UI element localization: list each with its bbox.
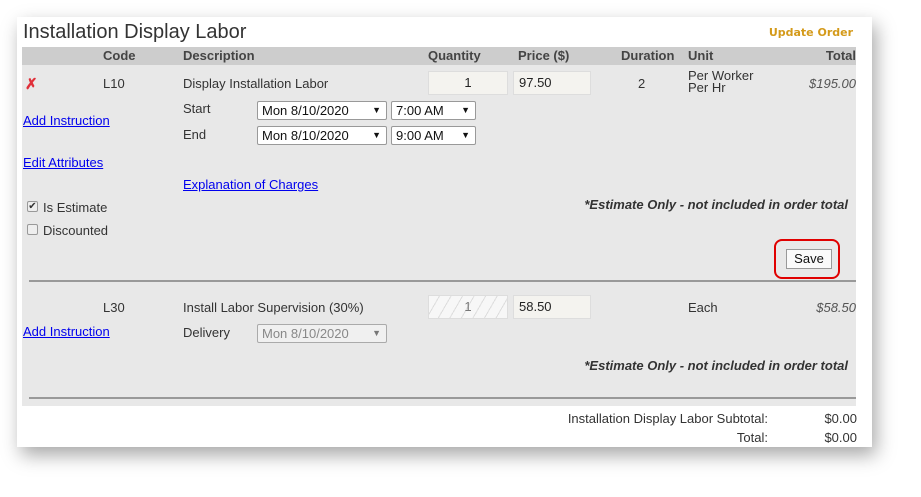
- section-title: Installation Display Labor: [23, 21, 247, 43]
- item-duration: 2: [638, 76, 646, 91]
- chevron-down-icon: ▼: [372, 328, 381, 338]
- col-duration: Duration: [621, 48, 675, 63]
- delivery-date-select[interactable]: Mon 8/10/2020 ▼: [257, 324, 387, 343]
- chevron-down-icon: ▼: [372, 105, 381, 115]
- item-description: Display Installation Labor: [183, 76, 329, 91]
- estimate-note: *Estimate Only - not included in order t…: [584, 197, 848, 212]
- item-total: $58.50: [816, 300, 856, 315]
- price-input[interactable]: 97.50: [513, 71, 591, 95]
- total-label: Total:: [736, 430, 768, 445]
- chevron-down-icon: ▼: [461, 105, 470, 115]
- price-input[interactable]: 58.50: [513, 295, 591, 319]
- delivery-label: Delivery: [183, 325, 230, 340]
- col-description: Description: [183, 48, 255, 63]
- explanation-of-charges-link[interactable]: Explanation of Charges: [183, 177, 319, 192]
- row-divider: [29, 397, 856, 399]
- item-total: $195.00: [809, 76, 856, 91]
- item-code: L10: [103, 76, 125, 91]
- update-order-link[interactable]: Update Order: [768, 26, 853, 39]
- discounted-checkbox[interactable]: [27, 224, 38, 235]
- save-highlight: [774, 239, 840, 279]
- item-unit: Per Worker Per Hr: [688, 68, 754, 95]
- col-code: Code: [103, 48, 136, 63]
- chevron-down-icon: ▼: [372, 130, 381, 140]
- start-date-select[interactable]: Mon 8/10/2020 ▼: [257, 101, 387, 120]
- row-divider: [29, 280, 856, 282]
- col-total: Total: [825, 48, 856, 63]
- item-description: Install Labor Supervision (30%): [183, 300, 364, 315]
- table-header: [22, 47, 856, 65]
- quantity-input-disabled: 1: [428, 295, 508, 319]
- delete-icon[interactable]: ✗: [25, 76, 38, 93]
- col-quantity: Quantity: [428, 48, 481, 63]
- chevron-down-icon: ▼: [461, 130, 470, 140]
- add-instruction-link[interactable]: Add Instruction: [23, 113, 110, 128]
- col-price: Price ($): [518, 48, 570, 63]
- total-value: $0.00: [824, 430, 857, 445]
- estimate-note: *Estimate Only - not included in order t…: [584, 358, 848, 373]
- start-time-select[interactable]: 7:00 AM ▼: [391, 101, 476, 120]
- end-date-select[interactable]: Mon 8/10/2020 ▼: [257, 126, 387, 145]
- is-estimate-label: Is Estimate: [43, 200, 108, 215]
- subtotal-value: $0.00: [824, 411, 857, 426]
- edit-attributes-link[interactable]: Edit Attributes: [23, 155, 104, 170]
- quantity-input[interactable]: 1: [428, 71, 508, 95]
- subtotal-label: Installation Display Labor Subtotal:: [567, 411, 768, 426]
- is-estimate-checkbox[interactable]: ✔: [27, 201, 38, 212]
- item-unit: Each: [688, 300, 718, 315]
- end-time-select[interactable]: 9:00 AM ▼: [391, 126, 476, 145]
- item-code: L30: [103, 300, 125, 315]
- end-label: End: [183, 127, 207, 142]
- start-label: Start: [183, 101, 211, 116]
- col-unit: Unit: [688, 48, 714, 63]
- add-instruction-link[interactable]: Add Instruction: [23, 324, 110, 339]
- discounted-label: Discounted: [43, 223, 109, 238]
- save-button[interactable]: Save: [786, 249, 832, 269]
